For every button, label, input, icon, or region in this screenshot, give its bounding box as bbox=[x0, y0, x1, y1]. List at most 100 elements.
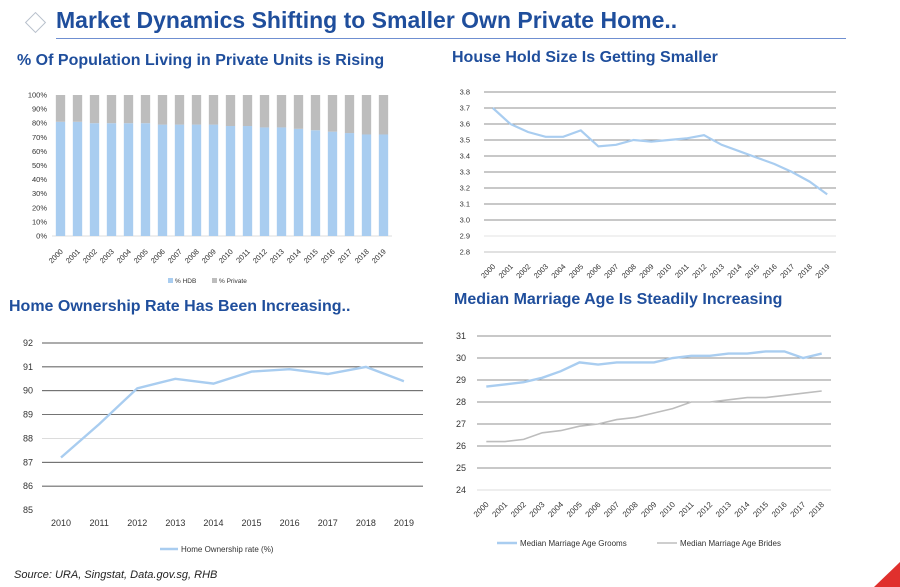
bar-private bbox=[72, 95, 83, 122]
x-tick-label: 2016 bbox=[319, 247, 337, 265]
bar-private bbox=[123, 95, 134, 124]
diamond-icon bbox=[24, 11, 47, 34]
x-tick-label: 2008 bbox=[183, 247, 201, 265]
bar-private bbox=[191, 95, 202, 125]
y-tick-label: 92 bbox=[23, 338, 33, 348]
chart-title-marriage-age: Median Marriage Age Is Steadily Increasi… bbox=[454, 291, 783, 308]
legend-label: Median Marriage Age Grooms bbox=[520, 539, 627, 548]
bar-private bbox=[157, 95, 168, 125]
bar-hdb bbox=[123, 123, 134, 236]
source-note: Source: URA, Singstat, Data.gov.sg, RHB bbox=[14, 569, 218, 581]
x-tick-label: 2014 bbox=[733, 500, 752, 519]
bar-private bbox=[327, 95, 338, 132]
x-tick-label: 2014 bbox=[725, 262, 743, 280]
y-tick-label: 3.3 bbox=[460, 168, 470, 177]
x-tick-label: 2017 bbox=[336, 247, 354, 265]
x-tick-label: 2016 bbox=[770, 500, 789, 519]
legend-swatch bbox=[212, 278, 217, 283]
legend-label: % Private bbox=[219, 278, 247, 285]
bar-hdb bbox=[310, 130, 321, 236]
x-tick-label: 2012 bbox=[695, 500, 714, 519]
y-tick-label: 30 bbox=[456, 353, 466, 363]
x-tick-label: 2009 bbox=[637, 262, 655, 280]
y-tick-label: 3.7 bbox=[460, 104, 470, 113]
x-tick-label: 2012 bbox=[690, 262, 708, 280]
y-tick-label: 31 bbox=[456, 331, 466, 341]
y-tick-label: 3.8 bbox=[460, 88, 470, 97]
x-tick-label: 2005 bbox=[132, 247, 150, 265]
bar-hdb bbox=[72, 121, 83, 236]
x-tick-label: 2011 bbox=[89, 518, 108, 528]
y-tick-label: 3.6 bbox=[460, 120, 470, 129]
series-line-household-size bbox=[492, 107, 828, 196]
x-tick-label: 2008 bbox=[621, 500, 640, 519]
bar-private bbox=[361, 95, 372, 135]
x-tick-label: 2015 bbox=[242, 518, 262, 528]
bar-private bbox=[276, 95, 287, 128]
bar-hdb bbox=[293, 128, 304, 236]
bar-hdb bbox=[174, 124, 185, 236]
chart-title-private-units: % Of Population Living in Private Units … bbox=[17, 52, 385, 69]
x-tick-label: 2009 bbox=[200, 247, 218, 265]
y-tick-label: 40% bbox=[32, 175, 47, 184]
y-tick-label: 90% bbox=[32, 105, 47, 114]
x-tick-label: 2008 bbox=[620, 262, 638, 280]
y-tick-label: 88 bbox=[23, 433, 33, 443]
y-tick-label: 3.5 bbox=[460, 136, 470, 145]
bar-hdb bbox=[140, 123, 151, 236]
bar-private bbox=[310, 95, 321, 131]
x-tick-label: 2004 bbox=[546, 500, 565, 519]
chart-home-ownership: 85 86 87 88 89 90 91 92 2010 2011 2012 2013 2014 2015… bbox=[23, 338, 423, 554]
chart-title-home-ownership: Home Ownership Rate Has Been Increasing.… bbox=[9, 298, 351, 315]
x-tick-label: 2013 bbox=[708, 262, 726, 280]
bar-hdb bbox=[191, 124, 202, 236]
x-tick-label: 2000 bbox=[47, 247, 65, 265]
series-line-brides bbox=[486, 390, 822, 443]
y-tick-label: 27 bbox=[456, 419, 466, 429]
x-tick-label: 2004 bbox=[115, 247, 133, 265]
x-tick-label: 2010 bbox=[655, 262, 673, 280]
x-tick-label: 2017 bbox=[778, 262, 796, 280]
x-tick-label: 2001 bbox=[64, 247, 82, 265]
y-tick-label: 26 bbox=[456, 441, 466, 451]
y-tick-label: 2.9 bbox=[460, 232, 470, 241]
y-tick-label: 29 bbox=[456, 375, 466, 385]
y-tick-label: 30% bbox=[32, 189, 47, 198]
x-tick-label: 2002 bbox=[509, 500, 528, 519]
y-tick-label: 91 bbox=[23, 362, 33, 372]
x-tick-label: 2016 bbox=[280, 518, 300, 528]
bar-hdb bbox=[276, 127, 287, 236]
x-tick-label: 2019 bbox=[394, 518, 414, 528]
x-tick-label: 2018 bbox=[353, 247, 371, 265]
bar-private bbox=[55, 95, 66, 122]
y-tick-label: 60% bbox=[32, 147, 47, 156]
x-tick-label: 2012 bbox=[251, 247, 269, 265]
bar-private bbox=[106, 95, 117, 124]
bar-private bbox=[378, 95, 389, 135]
bar-private bbox=[140, 95, 151, 124]
bar-private bbox=[293, 95, 304, 129]
y-tick-label: 25 bbox=[456, 463, 466, 473]
y-tick-label: 24 bbox=[456, 485, 466, 495]
x-tick-label: 2014 bbox=[203, 518, 223, 528]
bar-private bbox=[259, 95, 270, 128]
x-tick-label: 2002 bbox=[81, 247, 99, 265]
bar-private bbox=[174, 95, 185, 125]
y-tick-label: 3.4 bbox=[460, 152, 470, 161]
bar-hdb bbox=[157, 124, 168, 236]
x-tick-label: 2015 bbox=[302, 247, 320, 265]
legend-label: Median Marriage Age Brides bbox=[680, 539, 781, 548]
x-tick-label: 2000 bbox=[472, 500, 491, 519]
bar-hdb bbox=[106, 123, 117, 236]
x-tick-label: 2013 bbox=[165, 518, 185, 528]
x-tick-label: 2007 bbox=[602, 262, 620, 280]
x-tick-label: 2004 bbox=[549, 262, 567, 280]
x-tick-label: 2019 bbox=[370, 247, 388, 265]
x-tick-label: 2009 bbox=[639, 500, 658, 519]
x-tick-label: 2016 bbox=[761, 262, 779, 280]
bar-hdb bbox=[89, 123, 100, 236]
x-tick-label: 2015 bbox=[751, 500, 770, 519]
x-tick-label: 2018 bbox=[796, 262, 814, 280]
y-tick-label: 80% bbox=[32, 119, 47, 128]
